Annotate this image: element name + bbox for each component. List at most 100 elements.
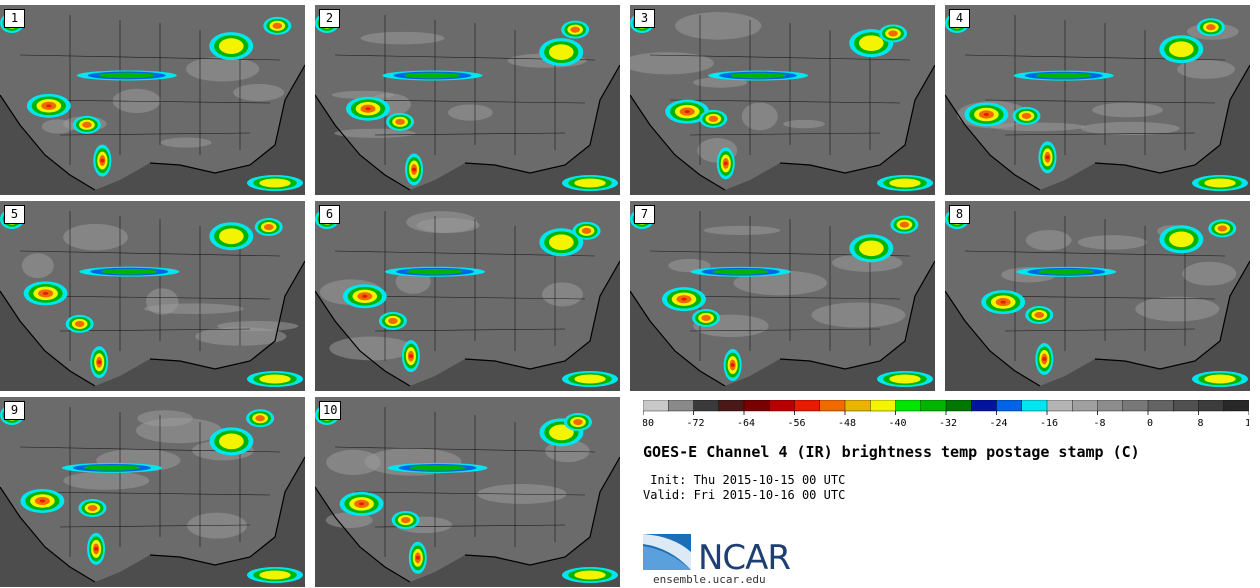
cell-layer: [889, 178, 921, 188]
colorbar-tick-label: -16: [1040, 418, 1058, 429]
postage-stamp-member: 6: [315, 201, 620, 391]
member-number-label: 9: [4, 401, 25, 420]
state-boundaries: [19, 15, 281, 165]
band-layer: [83, 465, 140, 471]
colorbar-swatch: [643, 400, 669, 412]
convection-cells: [630, 13, 933, 191]
cloud-swath: [195, 327, 287, 346]
band-layer: [101, 268, 158, 275]
cell-layer: [888, 30, 898, 37]
cell-layer: [858, 35, 884, 52]
cell-layer: [219, 228, 244, 245]
colorbar-swatch: [668, 400, 695, 412]
colorbar-swatch: [794, 400, 821, 412]
cloud-swath: [1092, 102, 1164, 118]
colorbar-swatch: [769, 400, 796, 412]
ir-map: [945, 5, 1250, 195]
postage-stamp-member: 2: [315, 5, 620, 195]
colorbar-swatch: [1147, 400, 1174, 412]
ir-map: [315, 201, 620, 391]
cloud-swath: [233, 83, 285, 102]
colorbar-swatch: [870, 400, 897, 412]
ir-map: [945, 201, 1250, 391]
cell-layer: [723, 161, 728, 166]
cell-layer: [548, 44, 574, 60]
cell-layer: [400, 516, 411, 524]
band-layer: [406, 268, 463, 275]
coastline: [315, 64, 620, 191]
cell-layer: [549, 424, 574, 441]
cloud-swath: [325, 512, 373, 528]
convection-cells: [945, 209, 1248, 387]
member-number-label: 6: [319, 205, 340, 224]
cell-layer: [87, 504, 98, 512]
colorbar-swatch: [819, 400, 846, 412]
cell-layer: [1021, 112, 1032, 119]
cell-layer: [46, 104, 52, 108]
colorbar-swatch: [945, 400, 972, 412]
cell-layer: [259, 374, 291, 384]
member-number-label: 5: [4, 205, 25, 224]
colorbar-swatch: [693, 400, 720, 412]
cloud-swath: [811, 302, 906, 328]
cloud-swath: [1080, 121, 1180, 136]
cell-layer: [574, 374, 606, 384]
coastline: [315, 456, 620, 583]
cloud-swath: [160, 137, 212, 148]
cloud-swath: [675, 12, 762, 40]
cloud-swath: [990, 122, 1086, 132]
cloud-swath: [741, 102, 778, 131]
ir-map: [0, 5, 305, 195]
band-layer: [1035, 72, 1092, 79]
cloud-swath: [63, 223, 128, 251]
colorbar-tick-label: -64: [737, 418, 755, 429]
cell-layer: [358, 502, 365, 506]
cloud-swath: [1182, 261, 1237, 286]
cell-layer: [415, 555, 420, 560]
cell-layer: [263, 223, 274, 231]
cell-layer: [1042, 357, 1047, 361]
cloud-swath: [542, 282, 583, 307]
postage-stamp-member: 3: [630, 5, 935, 195]
ir-map: [315, 5, 620, 195]
cell-layer: [1034, 311, 1045, 319]
chart-title: GOES-E Channel 4 (IR) brightness temp po…: [643, 443, 1140, 461]
colorbar-tick-label: -72: [686, 418, 704, 429]
cell-layer: [549, 234, 574, 251]
cloud-swath: [144, 303, 244, 315]
ir-map: [315, 397, 620, 587]
convection-cells: [630, 209, 933, 387]
cell-layer: [219, 433, 244, 450]
valid-time: Valid: Fri 2015-10-16 00 UTC: [643, 488, 846, 502]
logo-text: NCAR: [698, 538, 791, 578]
coastline: [315, 260, 620, 387]
cloud-swath: [1025, 230, 1072, 251]
cell-layer: [581, 227, 592, 234]
cloud-swath: [703, 225, 781, 236]
cloud-swath: [331, 90, 395, 99]
cell-layer: [574, 570, 606, 580]
cloud-swath: [334, 128, 416, 138]
member-number-label: 4: [949, 9, 970, 28]
cloud-swath: [360, 31, 445, 45]
postage-stamp-member: 7: [630, 201, 935, 391]
colorbar-tick-label: 16: [1245, 418, 1249, 429]
land-mass: [315, 397, 620, 582]
cell-layer: [97, 360, 102, 365]
cell-layer: [259, 178, 291, 188]
cloud-swath: [1135, 296, 1220, 322]
cell-layer: [708, 115, 719, 122]
cell-layer: [859, 240, 884, 257]
cell-layer: [272, 22, 283, 29]
cloud-swath: [1177, 59, 1235, 79]
cell-layer: [701, 314, 711, 322]
colorbar-tick-label: -32: [939, 418, 957, 429]
cloud-swath: [112, 88, 161, 114]
cell-layer: [730, 363, 735, 367]
cell-layer: [983, 113, 990, 117]
cell-layer: [889, 374, 921, 384]
band-layer: [404, 72, 461, 79]
cell-layer: [365, 107, 371, 111]
band-layer: [1038, 269, 1095, 275]
cell-layer: [1204, 178, 1236, 188]
